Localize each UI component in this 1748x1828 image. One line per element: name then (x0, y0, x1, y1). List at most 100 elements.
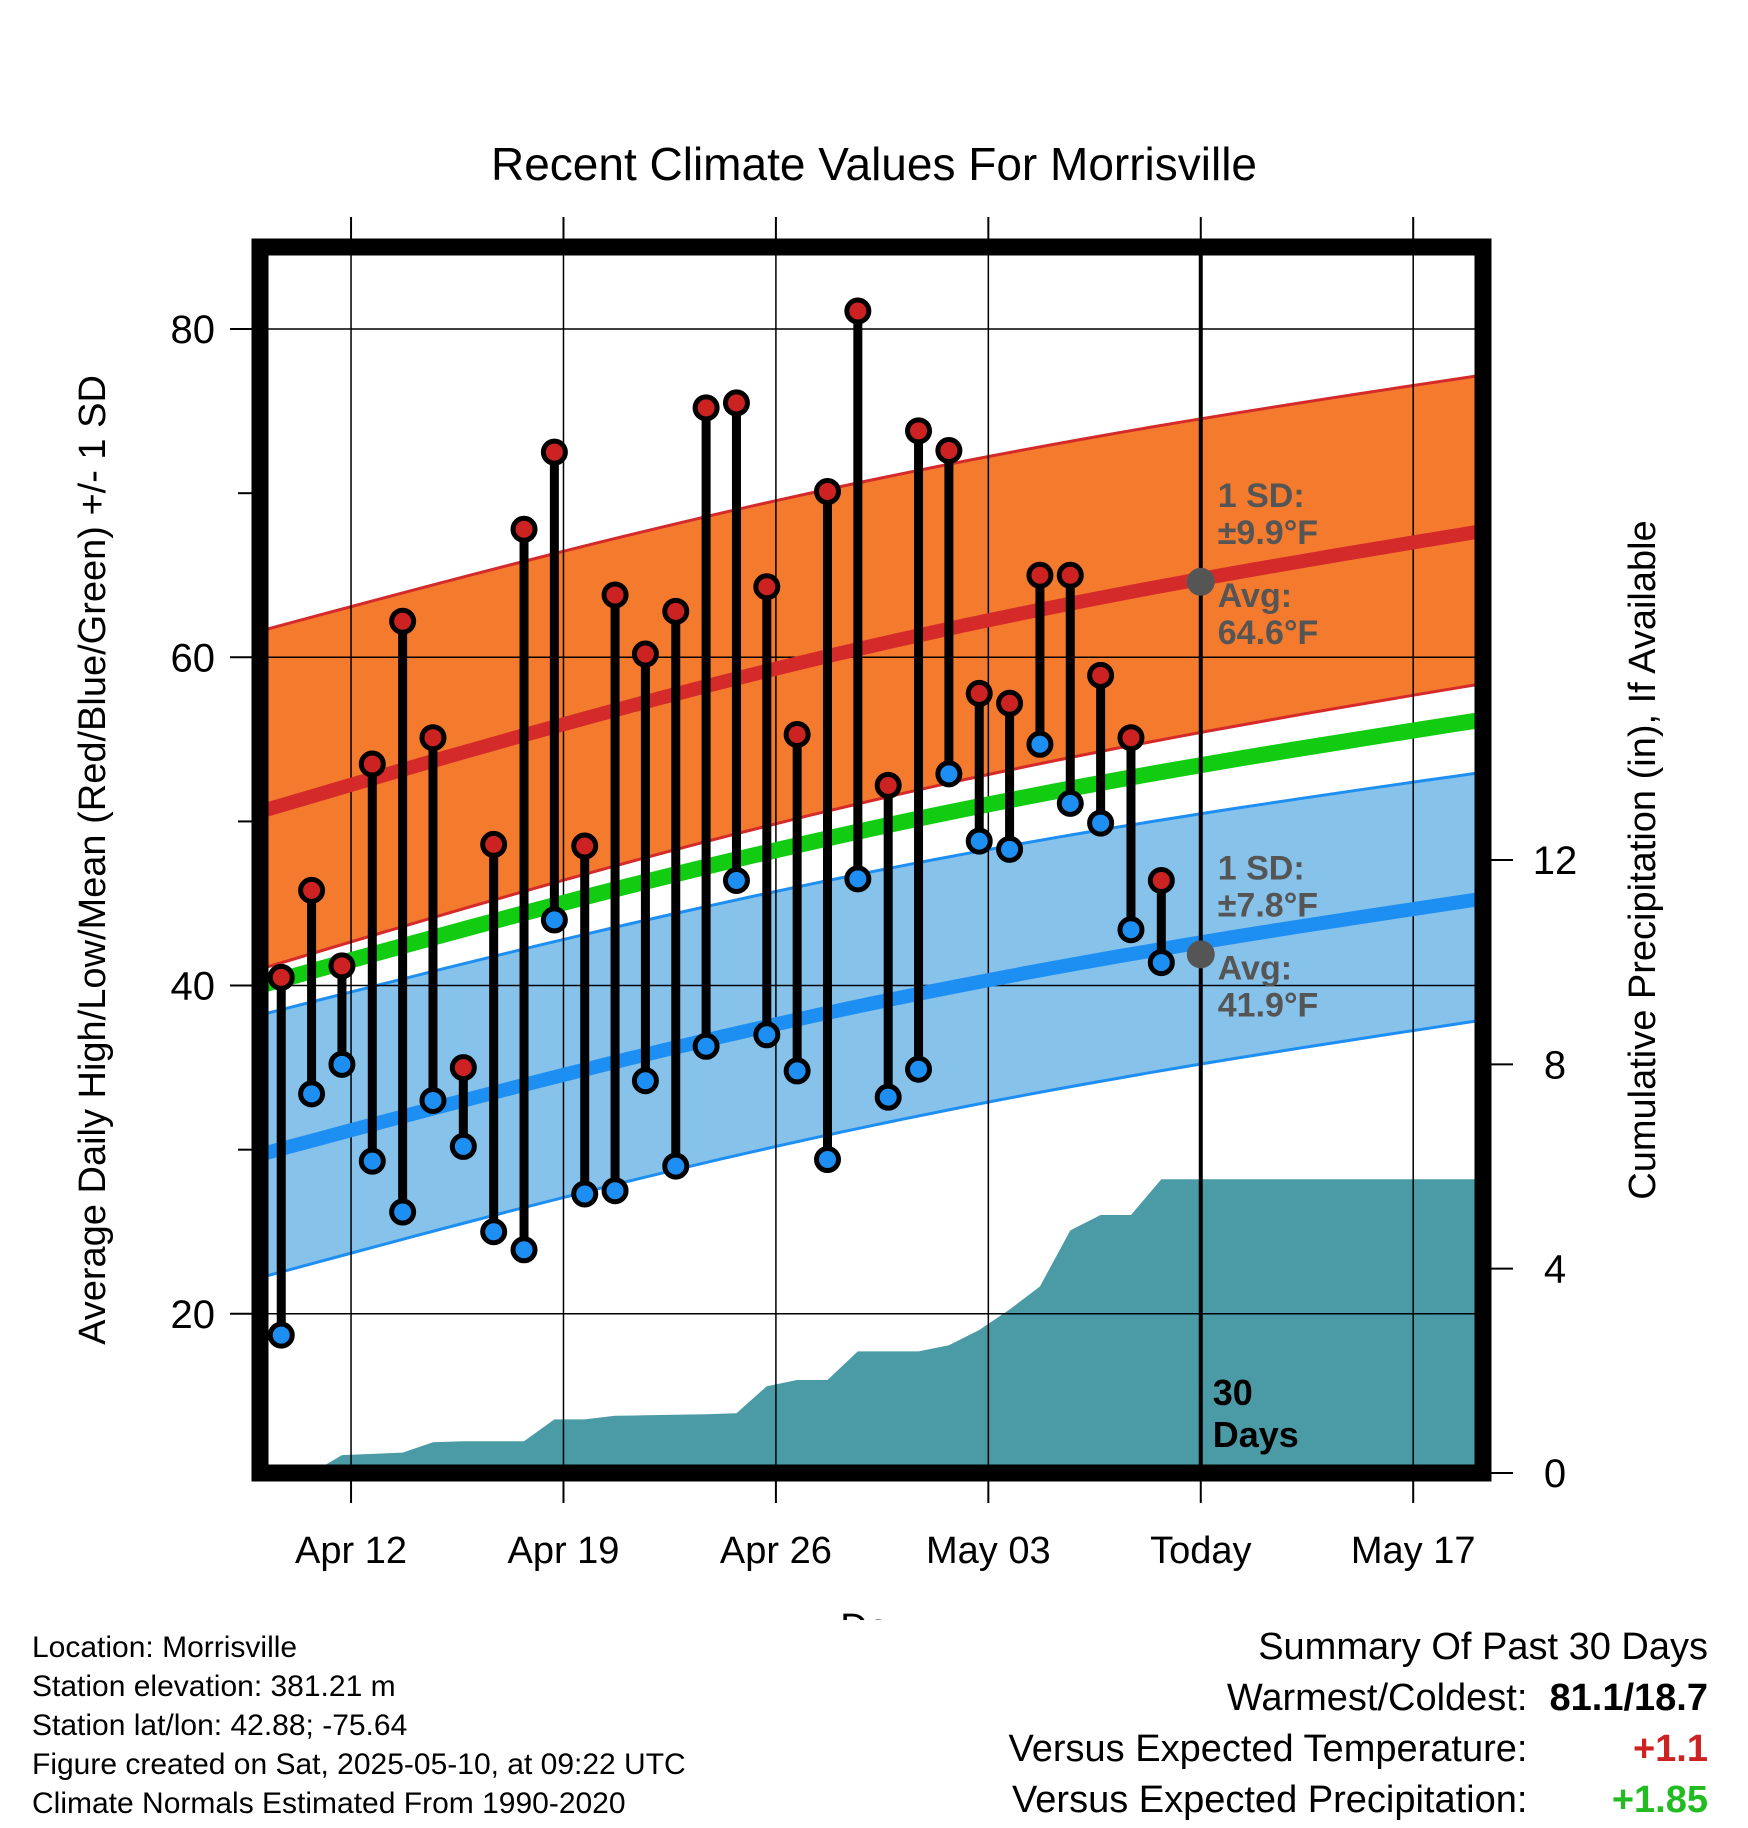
daily-high-point (1026, 561, 1054, 589)
daily-low-point (935, 760, 963, 788)
daily-low-point (1147, 949, 1175, 977)
high-normal-line (260, 523, 1483, 819)
daily-high-point (996, 689, 1024, 717)
daily-low-point (813, 1146, 841, 1174)
daily-high-point (722, 389, 750, 417)
high-sd-upper-line (260, 373, 1483, 633)
warmest-coldest-row: Warmest/Coldest: 81.1/18.7 (1009, 1673, 1708, 1724)
daily-high-point (1087, 661, 1115, 689)
y-tick-label-left: 40 (171, 965, 216, 1009)
daily-low-point (449, 1132, 477, 1160)
daily-low-point (996, 835, 1024, 863)
x-tick-label: May 03 (926, 1530, 1051, 1572)
daily-high-point (328, 952, 356, 980)
warmest-value: 81.1/18.7 (1549, 1677, 1708, 1719)
daily-low-point (722, 867, 750, 895)
daily-low-point (1026, 730, 1054, 758)
location-text: Location: Morrisville (32, 1631, 298, 1664)
daily-low-point (783, 1057, 811, 1085)
daily-low-point (874, 1083, 902, 1111)
low-avg-marker (1186, 940, 1215, 969)
high-sd-value: ±9.9°F (1218, 514, 1318, 552)
low-avg-value: 41.9°F (1218, 986, 1319, 1024)
daily-low-point (267, 1321, 295, 1349)
daily-low-point (328, 1050, 356, 1078)
daily-high-point (389, 607, 417, 635)
daily-low-point (965, 827, 993, 855)
x-axis-label: Day (840, 1607, 908, 1620)
mean-normal-line (260, 711, 1483, 994)
high-avg-marker (1186, 567, 1215, 596)
daily-high-point (298, 876, 326, 904)
low-avg-label: Avg: (1218, 949, 1292, 987)
x-tick-label: Apr 19 (507, 1530, 619, 1572)
daily-low-point (419, 1086, 447, 1114)
y-tick-label-right: 8 (1544, 1043, 1566, 1087)
temp-departure-value: +1.1 (1632, 1728, 1708, 1770)
daily-high-point (540, 438, 568, 466)
daily-high-point (571, 832, 599, 860)
low-sd-lower-line (260, 1018, 1483, 1280)
daily-high-point (631, 640, 659, 668)
high-sd-label: 1 SD: (1218, 477, 1305, 515)
daily-high-point (419, 724, 447, 752)
daily-high-point (783, 720, 811, 748)
daily-high-point (358, 750, 386, 778)
station-info: Location: Morrisville Station elevation:… (32, 1628, 686, 1823)
low-sd-band (260, 772, 1483, 1278)
daily-high-point (662, 597, 690, 625)
today-days-label-number: 30 (1213, 1372, 1253, 1413)
daily-low-point (1056, 789, 1084, 817)
high-sd-lower-line (260, 682, 1483, 971)
low-sd-value: ±7.8°F (1218, 886, 1318, 924)
low-sd-upper-line (260, 770, 1483, 1017)
latlon-text: Station lat/lon: 42.88; -75.64 (32, 1709, 408, 1742)
daily-low-point (692, 1032, 720, 1060)
summary-title: Summary Of Past 30 Days (1258, 1626, 1708, 1668)
daily-high-point (813, 478, 841, 506)
x-tick-label: May 17 (1351, 1530, 1476, 1572)
daily-high-point (692, 394, 720, 422)
daily-high-point (844, 297, 872, 325)
daily-high-point (480, 830, 508, 858)
daily-low-point (1087, 809, 1115, 837)
x-tick-label: Apr 12 (295, 1530, 407, 1572)
daily-high-point (1056, 561, 1084, 589)
chart-title: Recent Climate Values For Morrisville (491, 138, 1257, 190)
daily-low-point (631, 1067, 659, 1095)
y-axis-label-left: Average Daily High/Low/Mean (Red/Blue/Gr… (72, 375, 114, 1345)
daily-high-point (905, 417, 933, 445)
daily-high-point (935, 437, 963, 465)
today-days-label-text: Days (1213, 1414, 1299, 1455)
plot-frame (251, 238, 1492, 1482)
daily-low-point (298, 1080, 326, 1108)
daily-high-point (874, 771, 902, 799)
warmest-label: Warmest/Coldest: (1226, 1677, 1528, 1719)
daily-high-point (601, 581, 629, 609)
daily-low-point (844, 865, 872, 893)
y-tick-label-right: 0 (1544, 1452, 1566, 1496)
y-tick-label-left: 60 (171, 636, 216, 680)
daily-low-point (480, 1218, 508, 1246)
daily-low-point (753, 1021, 781, 1049)
y-axis-label-right: Cumulative Precipitation (in), If Availa… (1622, 520, 1664, 1199)
temp-departure-label: Versus Expected Temperature: (1008, 1728, 1528, 1770)
normals-text: Climate Normals Estimated From 1990-2020 (32, 1787, 626, 1820)
daily-low-point (571, 1180, 599, 1208)
y-tick-label-left: 20 (171, 1293, 216, 1337)
daily-low-point (510, 1236, 538, 1264)
daily-high-point (267, 963, 295, 991)
daily-low-point (358, 1147, 386, 1175)
y-tick-label-left: 80 (171, 308, 216, 352)
precip-departure-label: Versus Expected Precipitation: (1012, 1779, 1528, 1821)
x-tick-label: Today (1150, 1530, 1251, 1572)
created-text: Figure created on Sat, 2025-05-10, at 09… (32, 1748, 686, 1781)
daily-high-point (510, 515, 538, 543)
low-sd-label: 1 SD: (1218, 849, 1305, 887)
y-tick-label-right: 12 (1533, 839, 1578, 883)
temp-departure-row: Versus Expected Temperature: +1.1 (1009, 1724, 1708, 1775)
daily-high-point (1147, 867, 1175, 895)
daily-low-point (1117, 916, 1145, 944)
daily-high-point (753, 573, 781, 601)
